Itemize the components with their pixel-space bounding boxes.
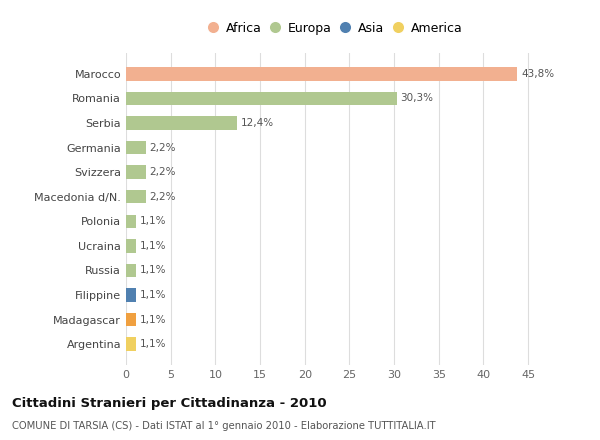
Text: 12,4%: 12,4%: [241, 118, 274, 128]
Legend: Africa, Europa, Asia, America: Africa, Europa, Asia, America: [206, 18, 466, 39]
Bar: [126, 239, 136, 253]
Bar: [126, 116, 237, 130]
Bar: [126, 337, 136, 351]
Text: 1,1%: 1,1%: [139, 315, 166, 325]
Bar: [126, 67, 517, 81]
Text: 1,1%: 1,1%: [139, 339, 166, 349]
Text: 1,1%: 1,1%: [139, 241, 166, 251]
Bar: [126, 141, 146, 154]
Text: 2,2%: 2,2%: [149, 192, 176, 202]
Text: Cittadini Stranieri per Cittadinanza - 2010: Cittadini Stranieri per Cittadinanza - 2…: [12, 397, 326, 410]
Text: COMUNE DI TARSIA (CS) - Dati ISTAT al 1° gennaio 2010 - Elaborazione TUTTITALIA.: COMUNE DI TARSIA (CS) - Dati ISTAT al 1°…: [12, 421, 436, 431]
Bar: [126, 165, 146, 179]
Text: 2,2%: 2,2%: [149, 167, 176, 177]
Bar: [126, 264, 136, 277]
Text: 1,1%: 1,1%: [139, 265, 166, 275]
Bar: [126, 288, 136, 302]
Bar: [126, 92, 397, 105]
Text: 1,1%: 1,1%: [139, 290, 166, 300]
Text: 1,1%: 1,1%: [139, 216, 166, 226]
Bar: [126, 215, 136, 228]
Text: 2,2%: 2,2%: [149, 143, 176, 153]
Bar: [126, 313, 136, 326]
Bar: [126, 190, 146, 203]
Text: 43,8%: 43,8%: [521, 69, 554, 79]
Text: 30,3%: 30,3%: [400, 93, 433, 103]
